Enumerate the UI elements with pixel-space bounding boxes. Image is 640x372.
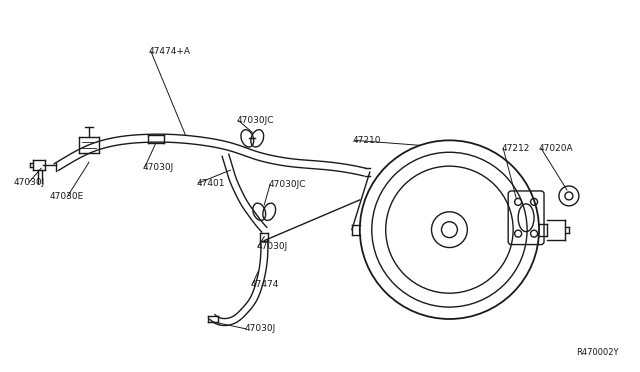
Text: 47030J: 47030J [13,177,45,186]
Text: R470002Y: R470002Y [576,348,619,357]
Text: 47030JC: 47030JC [236,116,274,125]
Text: 47030J: 47030J [143,163,174,171]
Text: 47030J: 47030J [256,242,287,251]
Text: 47474+A: 47474+A [148,46,191,55]
Text: 47210: 47210 [353,136,381,145]
Text: 47212: 47212 [501,144,529,153]
Text: 47030E: 47030E [50,192,84,201]
Text: 47401: 47401 [196,179,225,187]
Text: 47020A: 47020A [539,144,573,153]
Text: 47474: 47474 [250,280,278,289]
Text: 47030J: 47030J [244,324,276,333]
Text: 47030JC: 47030JC [268,180,306,189]
